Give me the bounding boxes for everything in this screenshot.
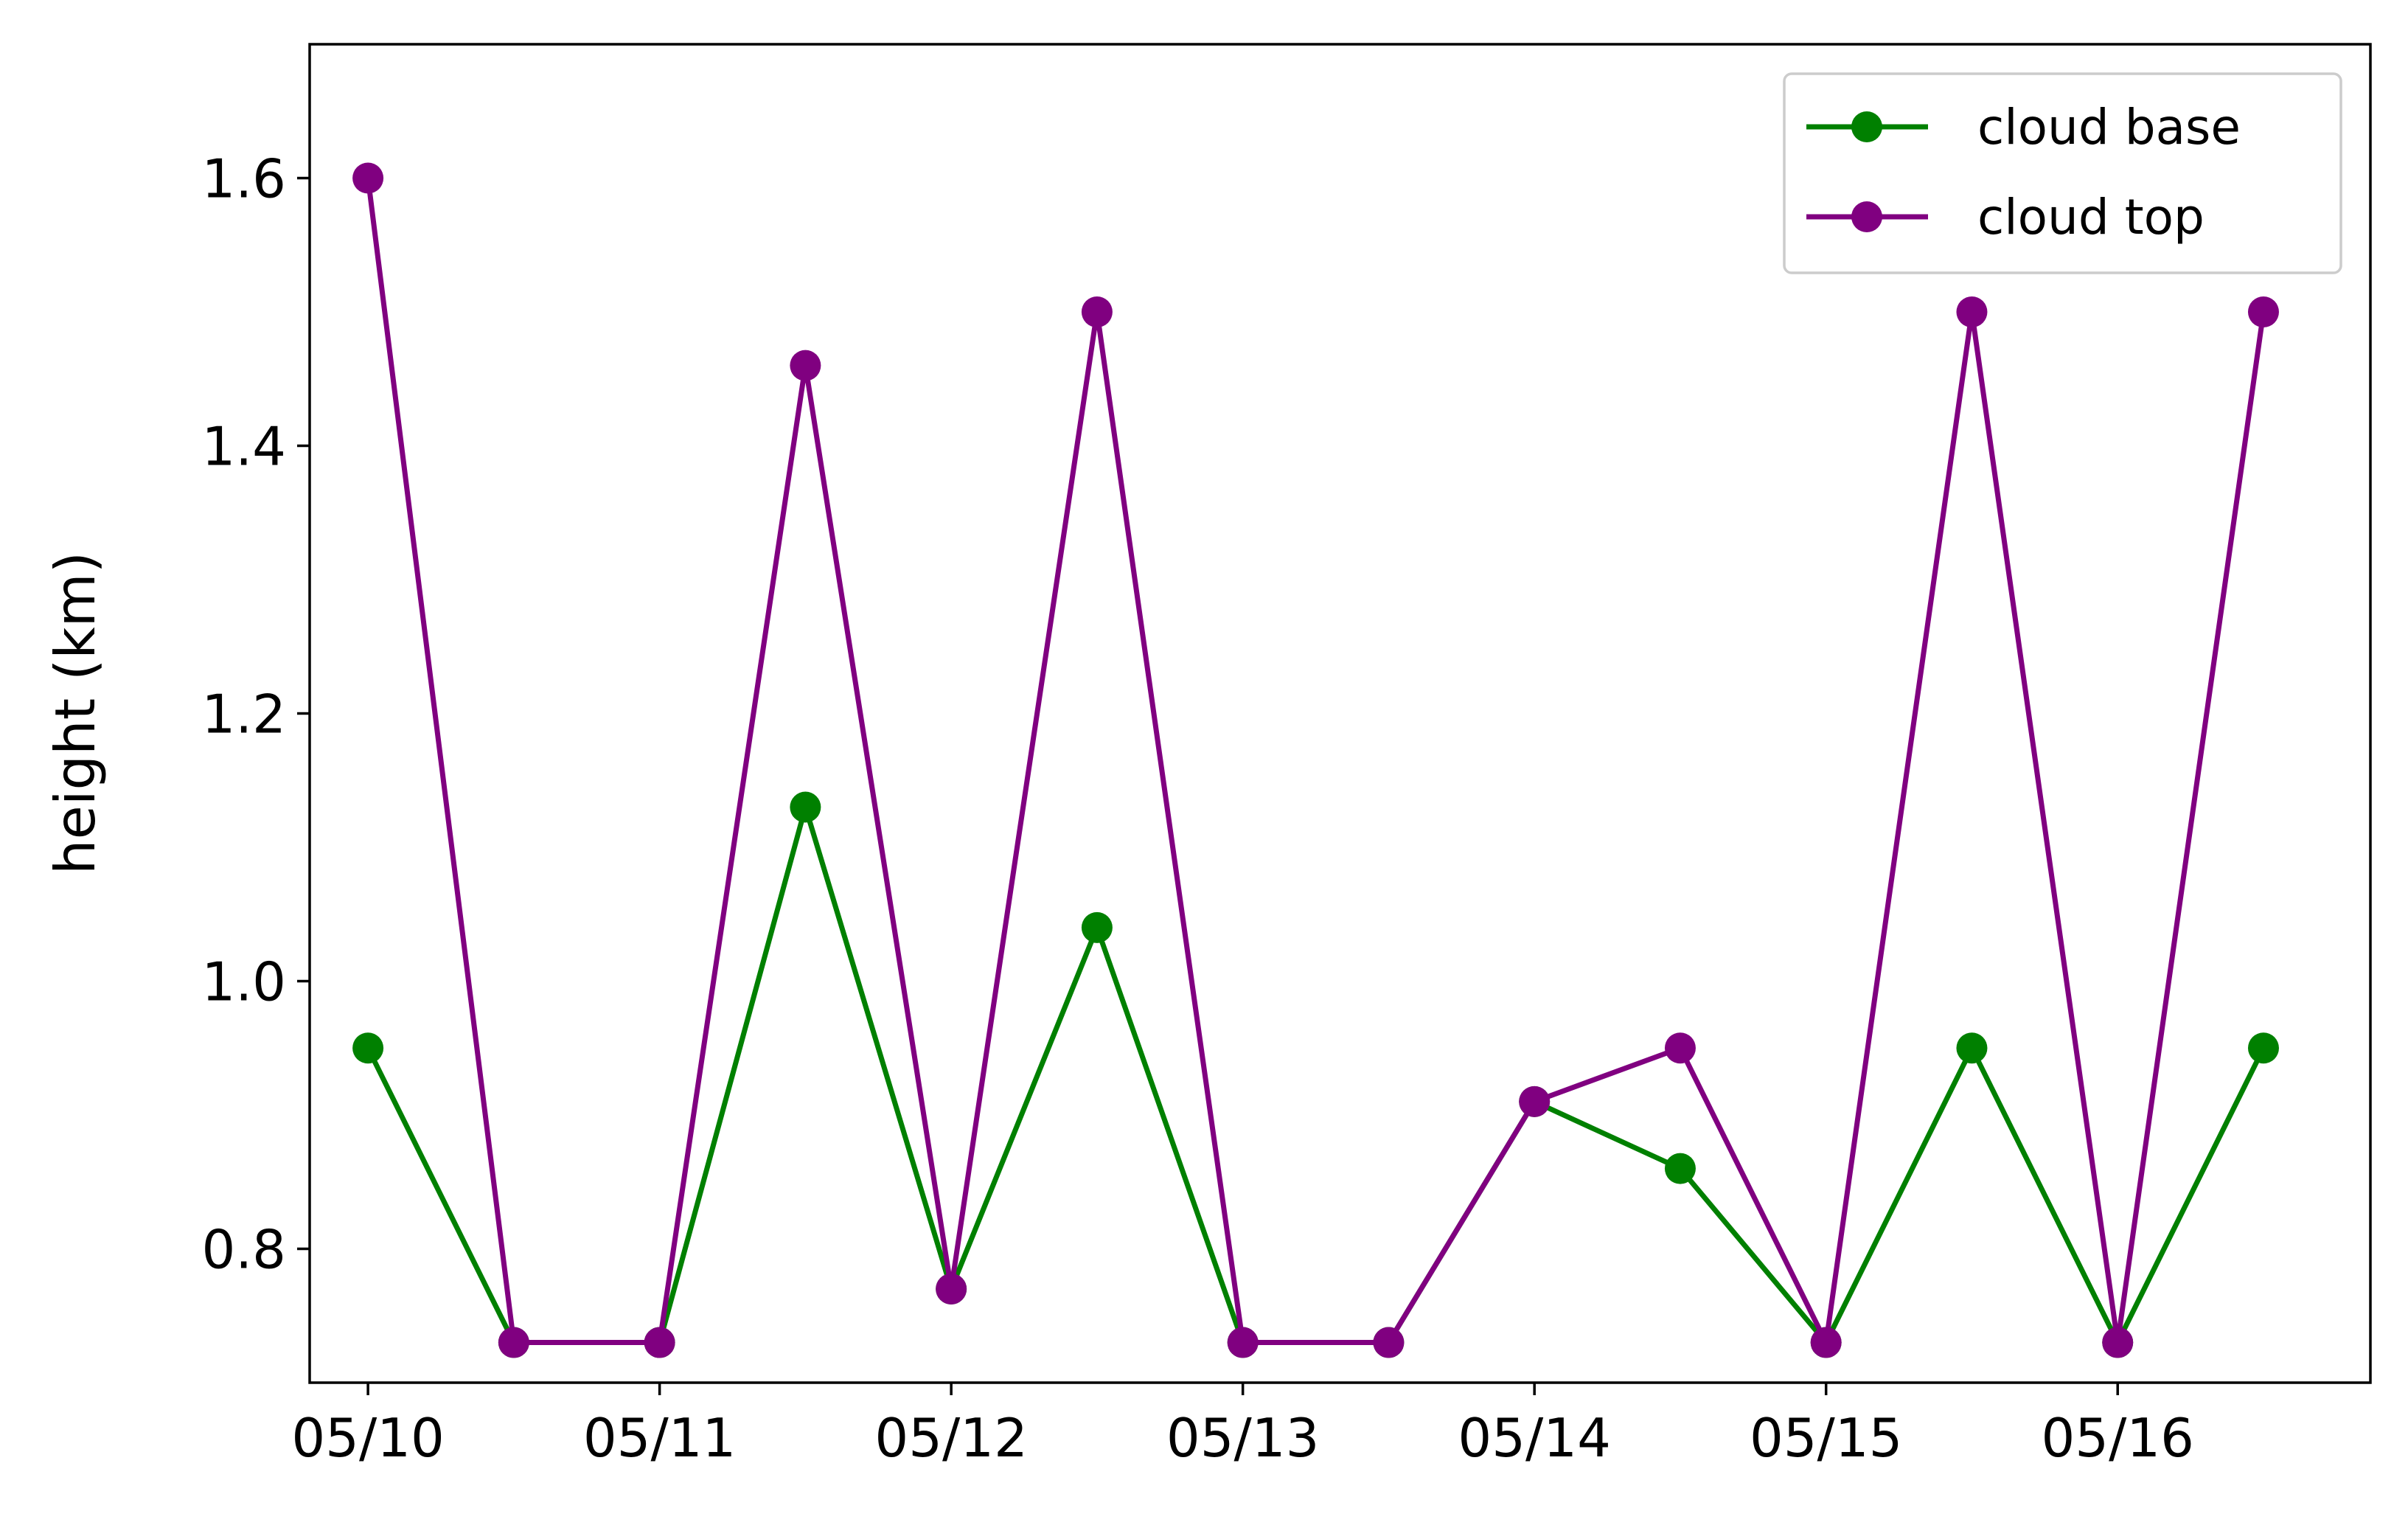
data-point-cloud-top xyxy=(2102,1327,2134,1358)
x-tick-label: 05/12 xyxy=(874,1407,1028,1469)
y-tick-label: 1.6 xyxy=(201,148,286,210)
legend-label-cloud-top: cloud top xyxy=(1977,189,2205,246)
legend: cloud base cloud top xyxy=(1783,72,2342,274)
data-point-cloud-top xyxy=(1519,1085,1551,1117)
y-tick-label: 1.4 xyxy=(201,416,286,478)
legend-marker-cloud-base xyxy=(1851,111,1882,142)
x-tick-label: 05/13 xyxy=(1166,1407,1320,1469)
data-point-cloud-base xyxy=(1956,1032,1988,1064)
y-tick-label: 1.0 xyxy=(201,951,286,1013)
data-point-cloud-top xyxy=(1956,296,1988,327)
data-point-cloud-base xyxy=(790,791,821,823)
x-tick-label: 05/16 xyxy=(2041,1407,2194,1469)
y-axis: 0.8 1.0 1.2 1.4 1.6 xyxy=(201,148,310,1281)
y-tick-label: 0.8 xyxy=(201,1219,286,1281)
x-tick-label: 05/14 xyxy=(1458,1407,1611,1469)
x-tick-label: 05/10 xyxy=(291,1407,445,1469)
data-point-cloud-top xyxy=(790,350,821,381)
data-point-cloud-top xyxy=(498,1327,529,1358)
data-point-cloud-base xyxy=(1664,1153,1696,1184)
x-axis: 05/10 05/11 05/12 05/13 05/14 05/15 05/16 xyxy=(291,1383,2194,1469)
data-point-cloud-top xyxy=(1373,1327,1405,1358)
data-point-cloud-top xyxy=(352,162,384,194)
data-point-cloud-base xyxy=(352,1032,384,1064)
legend-box xyxy=(1783,72,2342,274)
y-tick-label: 1.2 xyxy=(201,684,286,746)
data-point-cloud-top xyxy=(644,1327,675,1358)
x-tick-label: 05/11 xyxy=(583,1407,737,1469)
series-line-cloud-top xyxy=(365,178,2266,1346)
data-point-cloud-base xyxy=(1081,911,1113,943)
data-point-cloud-top xyxy=(1664,1032,1696,1064)
data-point-cloud-top xyxy=(1227,1327,1259,1358)
data-point-cloud-top xyxy=(1081,296,1113,327)
series-layer xyxy=(352,162,2279,1358)
x-tick-label: 05/15 xyxy=(1750,1407,1903,1469)
legend-label-cloud-base: cloud base xyxy=(1977,99,2241,156)
legend-marker-cloud-top xyxy=(1851,201,1882,232)
data-point-cloud-top xyxy=(1810,1327,1842,1358)
data-point-cloud-top xyxy=(2247,296,2279,327)
data-point-cloud-top xyxy=(936,1273,967,1304)
y-axis-title: height (km) xyxy=(43,552,108,875)
data-point-cloud-base xyxy=(2247,1032,2279,1064)
